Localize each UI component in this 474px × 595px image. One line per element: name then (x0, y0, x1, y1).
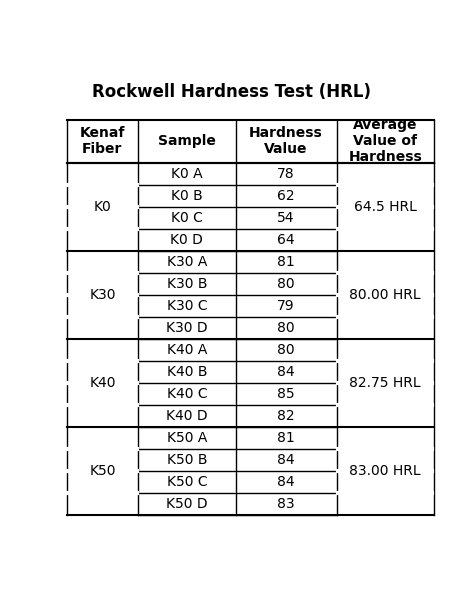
Text: Kenaf
Fiber: Kenaf Fiber (80, 126, 125, 156)
Text: K30 D: K30 D (166, 321, 208, 335)
Text: K50 A: K50 A (167, 431, 207, 445)
Text: K0 B: K0 B (171, 189, 203, 203)
Text: K50: K50 (89, 464, 116, 478)
Text: 85: 85 (277, 387, 295, 401)
Text: K40: K40 (89, 376, 116, 390)
Text: 81: 81 (277, 255, 295, 269)
Text: 84: 84 (277, 365, 295, 379)
Text: 64: 64 (277, 233, 295, 247)
Text: 82: 82 (277, 409, 295, 423)
Text: 81: 81 (277, 431, 295, 445)
Text: K40 B: K40 B (167, 365, 207, 379)
Text: 79: 79 (277, 299, 295, 313)
Text: 83: 83 (277, 497, 295, 511)
Text: K30 C: K30 C (166, 299, 207, 313)
Text: K50 C: K50 C (166, 475, 207, 489)
Text: 80: 80 (277, 277, 295, 291)
Text: K50 D: K50 D (166, 497, 208, 511)
Text: K40 C: K40 C (166, 387, 207, 401)
Text: 82.75 HRL: 82.75 HRL (349, 376, 421, 390)
Text: K40 D: K40 D (166, 409, 208, 423)
Text: K40 A: K40 A (167, 343, 207, 357)
Text: 78: 78 (277, 167, 295, 181)
Text: K50 B: K50 B (167, 453, 207, 467)
Text: K30 A: K30 A (167, 255, 207, 269)
Text: Hardness
Value: Hardness Value (249, 126, 323, 156)
Text: 83.00 HRL: 83.00 HRL (349, 464, 421, 478)
Text: K0: K0 (93, 200, 111, 214)
Text: 54: 54 (277, 211, 295, 225)
Text: Sample: Sample (158, 134, 216, 148)
Text: 64.5 HRL: 64.5 HRL (354, 200, 417, 214)
Text: K30 B: K30 B (167, 277, 207, 291)
Text: K30: K30 (89, 288, 116, 302)
Text: Average
Value of
Hardness: Average Value of Hardness (348, 118, 422, 164)
Text: 62: 62 (277, 189, 295, 203)
Text: K0 D: K0 D (171, 233, 203, 247)
Text: 80: 80 (277, 321, 295, 335)
Text: 80.00 HRL: 80.00 HRL (349, 288, 421, 302)
Text: Rockwell Hardness Test (HRL): Rockwell Hardness Test (HRL) (92, 83, 372, 101)
Text: K0 A: K0 A (171, 167, 203, 181)
Text: 84: 84 (277, 453, 295, 467)
Text: 80: 80 (277, 343, 295, 357)
Text: K0 C: K0 C (171, 211, 203, 225)
Text: 84: 84 (277, 475, 295, 489)
